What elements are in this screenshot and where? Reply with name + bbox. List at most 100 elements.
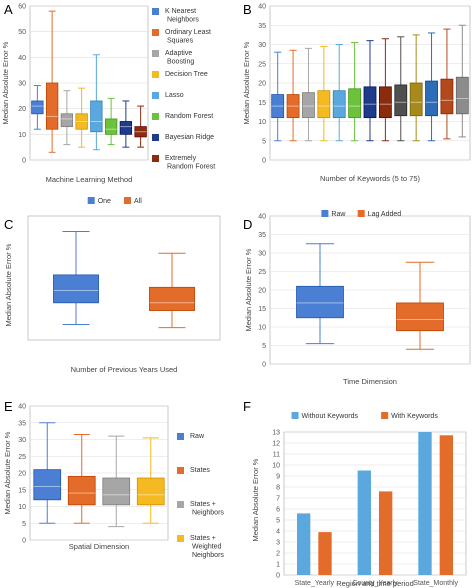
y-tick-label: 9 xyxy=(276,474,280,481)
y-tick-label: 10 xyxy=(272,463,280,470)
y-tick-label: 10 xyxy=(18,132,26,139)
y-tick-label: 25 xyxy=(258,61,266,68)
iqr-box xyxy=(409,82,423,117)
iqr-box xyxy=(31,100,44,115)
panel-letter: F xyxy=(243,399,251,414)
y-tick-label: 7 xyxy=(276,496,280,503)
box-plot xyxy=(31,85,44,130)
legend: One All xyxy=(87,197,142,205)
legend: Raw Lag Added xyxy=(321,210,401,218)
legend-swatch xyxy=(357,210,365,217)
box-plot xyxy=(136,437,165,524)
legend-label: States xyxy=(190,467,210,474)
legend-swatch xyxy=(124,197,131,204)
legend-label: With Keywords xyxy=(391,413,438,420)
x-axis-label: Number of Previous Years Used xyxy=(71,365,178,374)
box-plot xyxy=(317,45,331,142)
y-tick-label: 30 xyxy=(258,42,266,49)
box-plot xyxy=(348,42,362,142)
box-plot xyxy=(425,32,438,142)
legend: K Nearest Neighbors Ordinary Least Squares A… xyxy=(152,8,215,171)
box-plot xyxy=(134,105,147,148)
box-plot xyxy=(296,243,344,345)
panel-letter: B xyxy=(243,2,252,17)
box-plot xyxy=(394,36,408,142)
box-plot xyxy=(286,49,300,142)
chart-panel-d: 0 5 10 15 20 25 30 35 40 Median Absolute Error % T… xyxy=(243,210,471,386)
y-tick-label: 11 xyxy=(273,452,280,459)
y-tick-label: 50 xyxy=(18,29,26,36)
box-plot xyxy=(455,24,469,138)
y-tick-label: 10 xyxy=(18,504,26,511)
legend-swatch xyxy=(152,8,159,15)
iqr-box xyxy=(102,477,131,506)
bar xyxy=(357,470,371,575)
y-tick-label: 0 xyxy=(262,362,266,369)
box-plot xyxy=(45,10,59,153)
iqr-box xyxy=(136,477,165,506)
legend-label: K Nearest Neighbors xyxy=(165,8,199,24)
iqr-box xyxy=(45,82,59,130)
panel-letter: A xyxy=(4,2,13,17)
y-tick-label: 40 xyxy=(18,404,26,411)
box-plot xyxy=(90,54,103,151)
iqr-box xyxy=(394,84,408,117)
box-plot xyxy=(102,435,131,528)
box-plot xyxy=(378,38,392,142)
box-plot xyxy=(33,422,62,524)
y-tick-label: 35 xyxy=(258,232,266,239)
legend-label: States + Weighted Neighbors xyxy=(190,535,224,559)
x-axis-label: Spatial Dimension xyxy=(69,542,129,551)
box-plot xyxy=(440,28,454,140)
panel-letter: D xyxy=(243,217,252,232)
y-tick-label: 13 xyxy=(272,430,280,437)
legend-label: Lag Added xyxy=(368,211,402,218)
box-plot xyxy=(67,433,96,524)
y-tick-label: 12 xyxy=(272,441,280,448)
box-plot xyxy=(409,34,423,142)
legend-label: Lasso xyxy=(165,92,184,99)
y-axis-label: Median Absolute Error % xyxy=(244,248,253,331)
y-tick-label: 8 xyxy=(276,485,280,492)
legend-swatch xyxy=(321,210,329,217)
legend-swatch xyxy=(152,155,159,162)
y-tick-label: 35 xyxy=(18,420,26,427)
y-tick-label: 25 xyxy=(258,269,266,276)
legend-swatch xyxy=(177,535,184,542)
box-plot xyxy=(75,87,88,148)
legend-swatch xyxy=(152,29,159,36)
legend-label: Extremely Random Forest xyxy=(165,155,215,171)
box-plot xyxy=(363,40,377,142)
legend-label: Raw xyxy=(190,433,205,440)
y-tick-label: 5 xyxy=(22,521,26,528)
y-tick-label: 40 xyxy=(258,4,266,11)
y-tick-label: 60 xyxy=(18,4,26,11)
iqr-box xyxy=(378,86,392,119)
bar xyxy=(318,532,332,575)
y-tick-label: 0 xyxy=(22,158,26,165)
y-tick-label: 40 xyxy=(258,214,266,221)
y-axis-label: Median Absolute Error % xyxy=(242,41,251,124)
x-axis-label: Number of Keywords (5 to 75) xyxy=(320,174,421,183)
legend-label: Ordinary Least Squares xyxy=(165,29,211,45)
y-tick-label: 20 xyxy=(18,471,26,478)
iqr-box xyxy=(119,121,133,135)
legend: Without Keywords With Keywords xyxy=(291,412,438,420)
iqr-box xyxy=(363,86,377,119)
legend-label: States + Neighbors xyxy=(190,501,224,517)
y-tick-label: 15 xyxy=(258,306,266,313)
y-tick-label: 6 xyxy=(276,507,280,514)
iqr-box xyxy=(90,100,103,133)
panel-letter: E xyxy=(4,399,13,414)
y-tick-label: 0 xyxy=(262,158,266,165)
bar xyxy=(379,491,393,575)
chart-panel-c: Median Absolute Error % Number of Previou… xyxy=(4,197,221,374)
iqr-box xyxy=(425,80,438,117)
y-tick-label: 30 xyxy=(18,437,26,444)
box-plot xyxy=(104,97,118,146)
box-plot xyxy=(53,231,99,325)
iqr-box xyxy=(67,475,96,506)
plot-frame xyxy=(27,215,221,341)
box-plot xyxy=(396,261,444,350)
iqr-box xyxy=(33,469,62,501)
